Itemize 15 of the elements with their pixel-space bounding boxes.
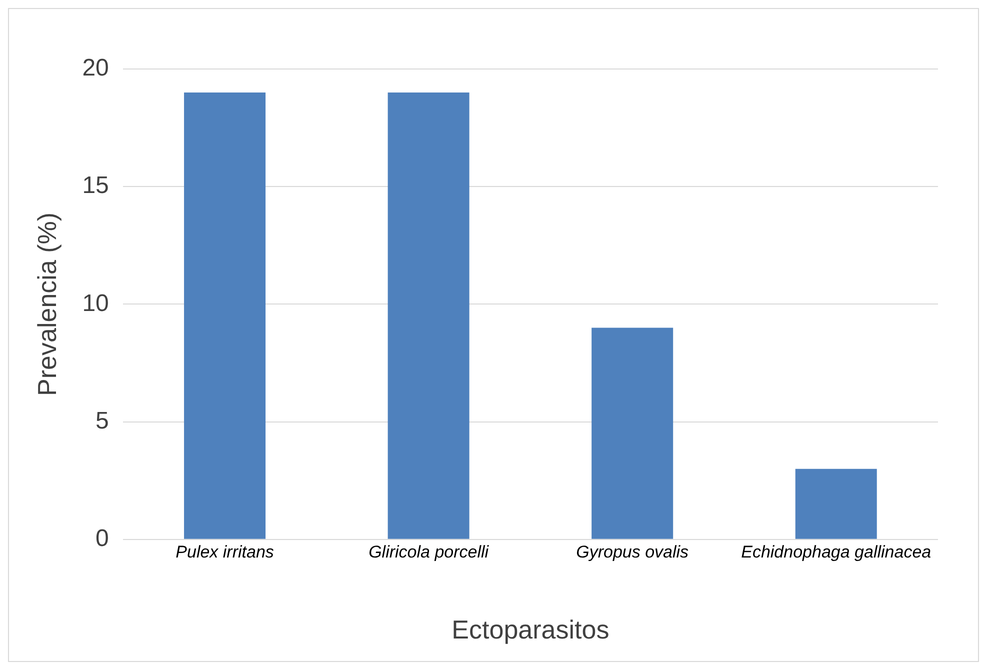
y-tick-label: 0 [96, 525, 109, 552]
x-tick-label: Gyropus ovalis [576, 542, 690, 562]
x-tick-label: Gliricola porcelli [368, 542, 490, 562]
y-tick-label: 15 [82, 172, 109, 200]
x-axis-title: Ectoparasitos [452, 614, 610, 645]
x-tick-label: Echidnophaga gallinacea [741, 542, 932, 562]
bar [795, 468, 877, 539]
y-tick-label: 20 [82, 54, 109, 82]
x-tick-label: Pulex irritans [176, 542, 274, 562]
bar [184, 92, 266, 539]
bar [592, 328, 674, 539]
bar [388, 92, 470, 539]
y-tick-label: 10 [82, 290, 109, 317]
y-axis-title: Prevalencia (%) [32, 212, 62, 396]
y-tick-label: 5 [96, 407, 109, 434]
